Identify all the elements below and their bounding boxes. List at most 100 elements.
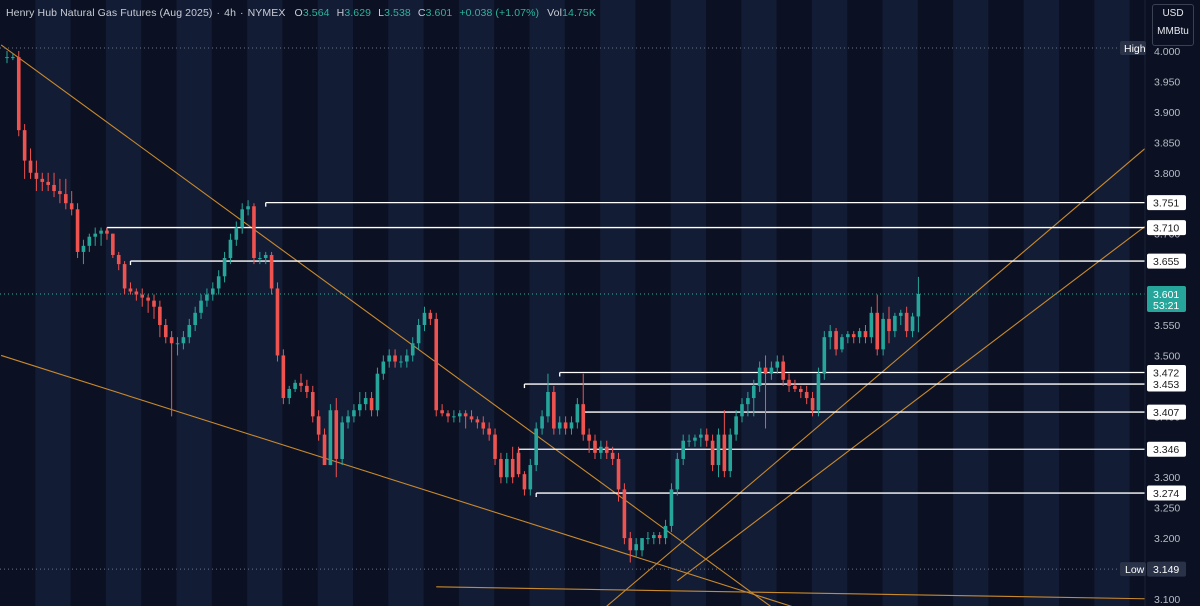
bar-countdown-text: 53:21 [1153,300,1179,312]
level-price-text: 3.472 [1153,367,1179,379]
candle-body [581,404,586,435]
candle-body [299,382,303,386]
candle [581,373,586,441]
trendlines[interactable] [0,44,1160,606]
price-tick-label: 3.900 [1154,107,1180,119]
candle-body [399,361,403,363]
symbol-title[interactable]: Henry Hub Natural Gas Futures (Aug 2025) [6,7,213,19]
candle-body [446,413,450,417]
candle-body [305,385,309,392]
price-tick-label: 3.800 [1154,168,1180,180]
price-tick-label: 3.950 [1154,76,1180,88]
candle-body [534,428,538,466]
price-tick-label: 3.200 [1154,533,1180,545]
candle [316,410,321,441]
trendline[interactable] [0,44,777,606]
candle [246,200,250,216]
currency-unit-button[interactable]: USD MMBtu [1152,4,1194,46]
candle-body [657,535,662,539]
candle [310,385,315,423]
candle-body [793,385,797,389]
candle-body [75,209,80,252]
candle-body [81,245,86,252]
candle-body [604,446,609,453]
candle-body [640,538,644,551]
candle [334,398,339,478]
candle-body [716,434,721,466]
session-bands [35,0,1130,606]
candle [716,428,721,478]
candle [446,410,450,423]
trendline[interactable] [436,586,1160,600]
candle-body [799,388,803,392]
session-band [1023,0,1059,606]
candle-body [569,422,574,429]
candlestick-series [5,51,921,563]
candle-body [910,316,915,332]
trendline[interactable] [676,214,1160,582]
candle [528,458,533,496]
candle-body [528,465,533,490]
candle [628,532,633,563]
candle [575,398,580,429]
candle-body [881,318,885,350]
candle-body [452,416,456,418]
candle [299,373,303,392]
trendline[interactable] [0,354,807,606]
candle-body [863,331,868,338]
candle [163,318,168,344]
candle-body [516,452,521,475]
candle [910,312,915,338]
session-band [600,0,636,606]
candle [604,440,609,459]
candle-body [93,233,97,237]
price-tick-label: 3.550 [1154,320,1180,332]
candle-body [310,391,315,417]
candle-body [781,361,785,380]
candle-body [763,367,768,374]
candle [522,471,527,496]
candle [422,306,427,332]
level-price-text: 3.407 [1153,407,1179,419]
candle [893,312,897,338]
candle-body [816,373,821,411]
interval-label: 4h [224,7,237,19]
candle [181,331,186,350]
price-tick-label: 3.500 [1154,350,1180,362]
low-price-text: 3.149 [1153,564,1179,576]
candle [75,203,80,259]
candle [122,261,127,295]
candle-body [663,525,668,539]
candle [769,361,774,380]
trendline[interactable] [601,135,1160,606]
level-price-tag [1147,195,1186,211]
open-value: 3.564 [302,7,330,19]
candle-body [893,315,897,332]
candle-body [393,355,397,362]
candle [481,416,486,435]
candle-body [46,181,50,185]
candle-body [834,331,838,350]
candle-body [334,410,339,459]
candle-body [128,288,133,292]
candle-body [363,398,368,405]
session-band [953,0,989,606]
candle-body [140,294,145,298]
candle [463,410,468,429]
candle [234,221,239,246]
candle [328,404,333,466]
exchange-label: NYMEX [247,7,286,19]
candle [46,172,50,192]
candle [557,416,562,435]
price-tick-label: 3.850 [1154,137,1180,149]
candle-body [181,337,186,344]
candle-body [111,233,115,255]
candle [240,203,244,234]
candle-body [116,254,121,265]
close-key: C [417,7,426,19]
candle [816,367,821,417]
candle-body [252,206,256,259]
horizontal-levels[interactable] [0,47,1145,570]
low-flag-label: Low [1125,564,1145,576]
